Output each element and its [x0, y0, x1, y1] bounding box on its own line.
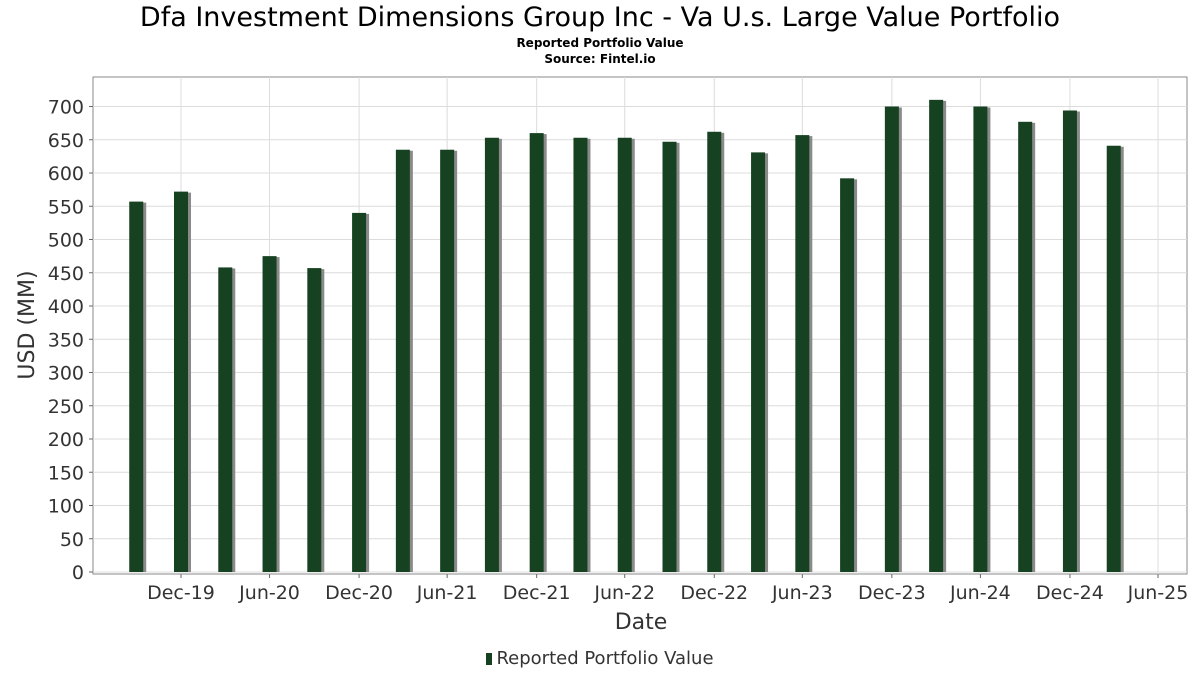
- bars: [129, 99, 1124, 573]
- bar: [840, 178, 855, 572]
- bar: [1018, 121, 1033, 573]
- y-axis-label: USD (MM): [15, 270, 40, 379]
- x-tick-label: Jun-25: [1127, 582, 1189, 604]
- y-tick-label: 50: [60, 529, 84, 551]
- y-tick-label: 200: [48, 429, 84, 451]
- bar: [352, 212, 367, 572]
- bar: [1062, 110, 1077, 573]
- y-tick-label: 400: [48, 296, 84, 318]
- x-tick-label: Dec-24: [1036, 582, 1104, 604]
- bar: [662, 141, 677, 572]
- y-axis: 0 50 100 150 200 250 300 350 400 450 500 550 600 650 7…: [48, 97, 93, 584]
- y-tick-label: 100: [48, 496, 84, 518]
- bar: [529, 133, 544, 572]
- y-tick-label: 550: [48, 196, 84, 218]
- chart-source: Source: Fintel.io: [544, 52, 656, 66]
- bar: [707, 131, 722, 572]
- bar: [751, 152, 766, 572]
- chart-subtitle: Reported Portfolio Value: [516, 36, 684, 50]
- legend-label: Reported Portfolio Value: [496, 648, 714, 669]
- x-axis: Dec-19 Jun-20 Dec-20 Jun-21 Dec-21 Jun-22 Dec-…: [147, 574, 1188, 604]
- x-tick-label: Dec-21: [503, 582, 571, 604]
- y-tick-label: 600: [48, 163, 84, 185]
- x-tick-label: Jun-20: [238, 582, 300, 604]
- bar: [395, 149, 410, 572]
- x-axis-label: Date: [615, 610, 668, 635]
- x-tick-label: Jun-21: [416, 582, 478, 604]
- bar: [573, 137, 588, 572]
- bar: [884, 106, 899, 572]
- bar: [129, 201, 144, 572]
- legend: Reported Portfolio Value: [0, 648, 1200, 670]
- bar: [218, 267, 233, 572]
- x-tick-label: Jun-22: [593, 582, 655, 604]
- y-tick-label: 150: [48, 462, 84, 484]
- chart-title: Dfa Investment Dimensions Group Inc - Va…: [139, 2, 1061, 33]
- bar: [307, 268, 322, 572]
- x-tick-label: Dec-22: [680, 582, 748, 604]
- y-tick-label: 350: [48, 329, 84, 351]
- bar: [440, 149, 455, 572]
- bar: [484, 137, 499, 572]
- bar: [617, 137, 632, 572]
- x-tick-label: Dec-19: [147, 582, 215, 604]
- x-tick-label: Dec-20: [325, 582, 393, 604]
- bar: [1106, 145, 1121, 573]
- bar: [795, 135, 810, 572]
- y-tick-label: 650: [48, 130, 84, 152]
- y-tick-label: 500: [48, 230, 84, 252]
- bar: [973, 106, 988, 572]
- x-tick-label: Dec-23: [858, 582, 926, 604]
- bar: [174, 191, 188, 572]
- legend-swatch: [486, 653, 493, 665]
- y-tick-label: 0: [72, 562, 84, 584]
- x-tick-label: Jun-24: [949, 582, 1011, 604]
- bar: [262, 256, 277, 572]
- y-tick-label: 700: [48, 97, 84, 119]
- y-tick-label: 450: [48, 263, 84, 285]
- x-tick-label: Jun-23: [771, 582, 833, 604]
- bar: [929, 99, 944, 572]
- y-tick-label: 300: [48, 363, 84, 385]
- y-tick-label: 250: [48, 396, 84, 418]
